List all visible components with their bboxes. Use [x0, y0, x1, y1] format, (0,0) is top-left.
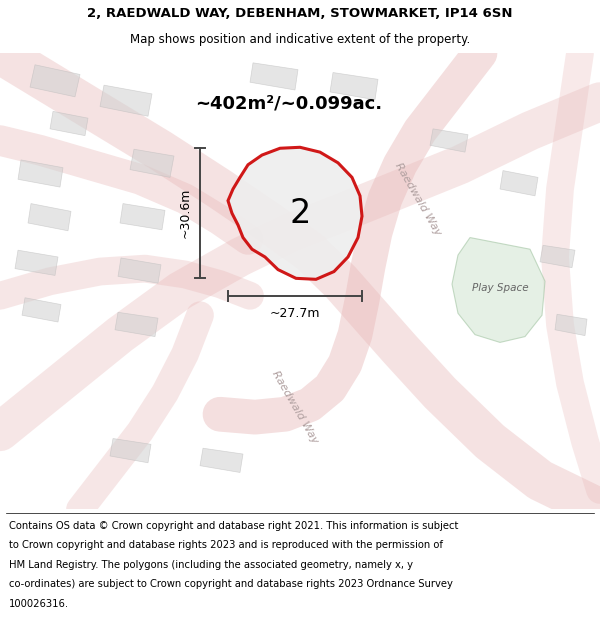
Text: HM Land Registry. The polygons (including the associated geometry, namely x, y: HM Land Registry. The polygons (includin…	[9, 560, 413, 570]
Polygon shape	[30, 65, 80, 97]
Text: Raedwald Way: Raedwald Way	[393, 161, 443, 237]
Polygon shape	[430, 129, 468, 152]
Polygon shape	[15, 250, 58, 276]
Text: 2: 2	[289, 197, 311, 230]
Text: ~27.7m: ~27.7m	[270, 308, 320, 321]
Polygon shape	[200, 448, 243, 472]
Polygon shape	[228, 148, 362, 279]
Polygon shape	[500, 171, 538, 196]
Polygon shape	[130, 149, 174, 178]
Polygon shape	[50, 111, 88, 136]
Polygon shape	[555, 314, 587, 336]
Text: ~30.6m: ~30.6m	[179, 188, 192, 239]
Polygon shape	[330, 72, 378, 100]
Polygon shape	[28, 204, 71, 231]
Text: Map shows position and indicative extent of the property.: Map shows position and indicative extent…	[130, 33, 470, 46]
Text: to Crown copyright and database rights 2023 and is reproduced with the permissio: to Crown copyright and database rights 2…	[9, 541, 443, 551]
Polygon shape	[250, 63, 298, 90]
Polygon shape	[22, 298, 61, 322]
Text: Play Space: Play Space	[472, 283, 529, 293]
Polygon shape	[120, 204, 165, 230]
Polygon shape	[452, 238, 545, 342]
Polygon shape	[118, 258, 161, 283]
Polygon shape	[18, 160, 63, 187]
Polygon shape	[115, 312, 158, 337]
Text: ~402m²/~0.099ac.: ~402m²/~0.099ac.	[195, 94, 382, 112]
Text: Contains OS data © Crown copyright and database right 2021. This information is : Contains OS data © Crown copyright and d…	[9, 521, 458, 531]
Text: co-ordinates) are subject to Crown copyright and database rights 2023 Ordnance S: co-ordinates) are subject to Crown copyr…	[9, 579, 453, 589]
Polygon shape	[110, 439, 151, 462]
Polygon shape	[100, 85, 152, 116]
Text: Raedwald Way: Raedwald Way	[270, 369, 320, 446]
Text: 100026316.: 100026316.	[9, 599, 69, 609]
Text: 2, RAEDWALD WAY, DEBENHAM, STOWMARKET, IP14 6SN: 2, RAEDWALD WAY, DEBENHAM, STOWMARKET, I…	[87, 7, 513, 20]
Polygon shape	[540, 246, 575, 268]
